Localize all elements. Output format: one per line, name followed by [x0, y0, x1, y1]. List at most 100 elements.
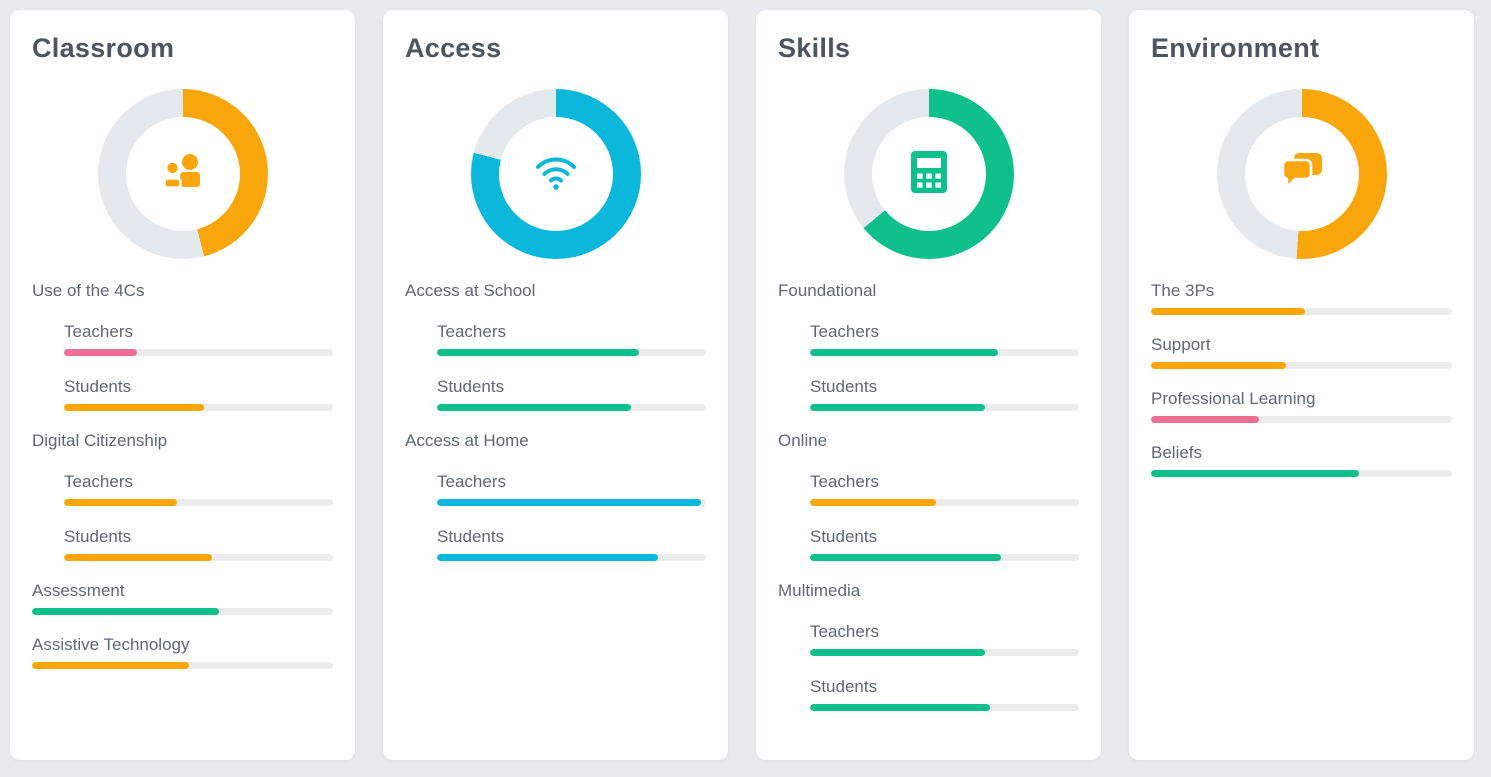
progress-bar-fill [810, 554, 1001, 561]
section-label: Support [1151, 335, 1211, 354]
sub-label: Teachers [810, 472, 879, 491]
sub-row: Teachers [405, 322, 706, 356]
sections-list: Access at School Teachers Students Access a… [405, 281, 706, 561]
progress-bar [810, 349, 1079, 356]
progress-bar [1151, 362, 1452, 369]
donut-chart [97, 89, 268, 259]
progress-bar-fill [64, 554, 212, 561]
section: Access at School Teachers Students [405, 281, 706, 411]
card-title: Classroom [32, 33, 175, 63]
progress-bar-fill [437, 404, 631, 411]
sub-row: Students [778, 527, 1079, 561]
progress-bar [32, 608, 333, 615]
section: Beliefs [1151, 443, 1452, 477]
progress-bar-fill [437, 554, 658, 561]
sub-label: Students [64, 527, 132, 546]
section-label: Foundational [778, 281, 877, 300]
progress-bar [64, 349, 333, 356]
donut-hole [125, 117, 240, 231]
sub-label: Teachers [810, 622, 879, 641]
sub-row: Students [32, 527, 333, 561]
card-skills[interactable]: Skills Foundational Teachers Students Onlin… [756, 10, 1101, 760]
progress-bar-fill [64, 499, 177, 506]
card-title: Access [405, 33, 502, 63]
section: Online Teachers Students [778, 431, 1079, 561]
sub-row: Teachers [32, 322, 333, 356]
sub-row: Teachers [778, 472, 1079, 506]
progress-bar-fill [810, 499, 937, 506]
progress-bar-fill [64, 404, 204, 411]
card-access[interactable]: Access Access at School Teachers Students A… [383, 10, 728, 760]
progress-bar [810, 404, 1079, 411]
progress-bar [1151, 308, 1452, 315]
progress-bar-fill [810, 404, 985, 411]
card-title: Skills [778, 33, 851, 63]
section-label: Access at Home [405, 431, 529, 450]
calculator-icon [909, 150, 949, 199]
progress-bar [810, 554, 1079, 561]
progress-bar [1151, 416, 1452, 423]
donut-chart [1216, 89, 1387, 259]
progress-bar [437, 499, 706, 506]
sub-label: Students [810, 377, 878, 396]
sub-label: Students [810, 677, 878, 696]
progress-bar [437, 554, 706, 561]
sub-label: Students [64, 377, 132, 396]
sub-row: Students [405, 377, 706, 411]
sub-row: Students [778, 377, 1079, 411]
sub-label: Students [437, 527, 505, 546]
section: Foundational Teachers Students [778, 281, 1079, 411]
progress-bar [64, 499, 333, 506]
section: Multimedia Teachers Students [778, 581, 1079, 711]
sub-row: Teachers [32, 472, 333, 506]
progress-bar [437, 349, 706, 356]
sub-label: Students [810, 527, 878, 546]
section-label: Online [778, 431, 828, 450]
card-title: Environment [1151, 33, 1320, 63]
progress-bar [64, 404, 333, 411]
chat-icon [1279, 151, 1325, 198]
donut-chart [843, 89, 1014, 259]
section-label: Digital Citizenship [32, 431, 168, 450]
section-label: Assistive Technology [32, 635, 190, 654]
donut-hole [1244, 117, 1359, 231]
sections-list: The 3Ps Support Professional Learning Belie… [1151, 281, 1452, 477]
section: Support [1151, 335, 1452, 369]
progress-bar [810, 704, 1079, 711]
donut-chart [470, 89, 641, 259]
sub-row: Teachers [778, 322, 1079, 356]
progress-bar-fill [32, 608, 219, 615]
section: Digital Citizenship Teachers Students [32, 431, 333, 561]
sub-label: Teachers [64, 322, 133, 341]
progress-bar [1151, 470, 1452, 477]
section-label: The 3Ps [1151, 281, 1215, 300]
wifi-icon [533, 152, 579, 196]
sub-row: Teachers [778, 622, 1079, 656]
sub-label: Teachers [810, 322, 879, 341]
progress-bar [810, 649, 1079, 656]
progress-bar-fill [810, 349, 999, 356]
section-label: Professional Learning [1151, 389, 1316, 408]
section-label: Multimedia [778, 581, 861, 600]
progress-bar-fill [1151, 308, 1305, 315]
sub-label: Teachers [64, 472, 133, 491]
section: Use of the 4Cs Teachers Students [32, 281, 333, 411]
section-label: Access at School [405, 281, 536, 300]
card-classroom[interactable]: Classroom Use of the 4Cs Teachers Students… [10, 10, 355, 760]
progress-bar-fill [437, 349, 639, 356]
section-label: Assessment [32, 581, 125, 600]
section: Assistive Technology [32, 635, 333, 669]
section-label: Beliefs [1151, 443, 1203, 462]
progress-bar [32, 662, 333, 669]
progress-bar-fill [437, 499, 701, 506]
section: The 3Ps [1151, 281, 1452, 315]
sections-list: Use of the 4Cs Teachers Students Digital Ci… [32, 281, 333, 669]
progress-bar-fill [810, 704, 991, 711]
sub-label: Students [437, 377, 505, 396]
progress-bar-fill [810, 649, 985, 656]
donut-hole [871, 117, 986, 231]
sub-label: Teachers [437, 472, 506, 491]
card-environment[interactable]: Environment The 3Ps Support Professional L… [1129, 10, 1474, 760]
progress-bar [64, 554, 333, 561]
sub-row: Students [32, 377, 333, 411]
